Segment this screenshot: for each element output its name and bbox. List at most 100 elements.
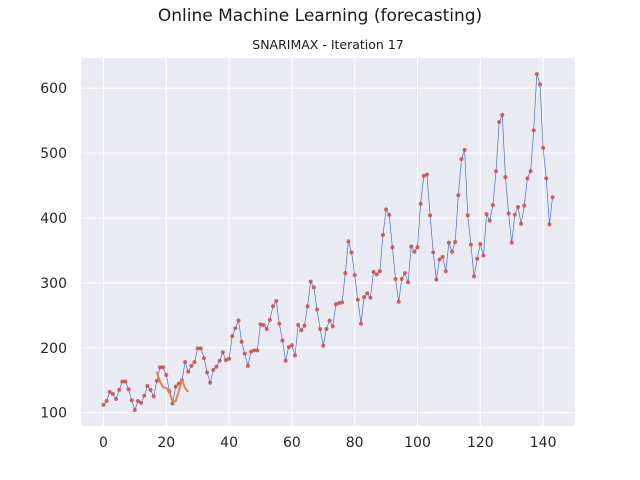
plot-background <box>81 58 575 426</box>
observed-point <box>104 398 109 403</box>
y-tick-label: 500 <box>40 146 67 162</box>
observed-point <box>424 172 429 177</box>
observed-point <box>164 373 169 378</box>
x-tick-label: 0 <box>99 435 108 451</box>
observed-point <box>192 360 197 365</box>
observed-point <box>205 370 210 375</box>
observed-point <box>478 241 483 246</box>
observed-point <box>148 387 153 392</box>
observed-point <box>387 212 392 217</box>
observed-point <box>412 249 417 254</box>
observed-point <box>318 326 323 331</box>
observed-point <box>277 321 282 326</box>
x-tick-label: 120 <box>467 435 494 451</box>
observed-point <box>402 271 407 276</box>
observed-point <box>170 401 175 406</box>
observed-point <box>396 299 401 304</box>
observed-point <box>497 119 502 124</box>
observed-point <box>145 384 150 389</box>
observed-point <box>107 389 112 394</box>
observed-point <box>418 201 423 206</box>
observed-point <box>346 239 351 244</box>
forecast-series-line <box>155 371 189 403</box>
observed-point <box>487 218 492 223</box>
observed-point <box>390 245 395 250</box>
x-tick-label: 20 <box>157 435 175 451</box>
observed-point <box>352 273 357 278</box>
observed-point <box>525 176 530 181</box>
observed-point <box>236 318 241 323</box>
observed-point <box>446 240 451 245</box>
observed-point <box>484 212 489 217</box>
observed-point <box>289 343 294 348</box>
observed-point <box>274 299 279 304</box>
observed-point <box>117 387 122 392</box>
observed-point <box>283 358 288 363</box>
observed-point <box>336 300 341 305</box>
observed-point <box>136 398 140 403</box>
y-tick-label: 400 <box>40 211 67 227</box>
observed-point <box>531 128 536 133</box>
observed-point <box>333 302 338 307</box>
observed-point <box>450 249 455 254</box>
observed-point <box>195 346 200 351</box>
observed-point <box>151 394 156 399</box>
observed-point <box>468 242 473 247</box>
x-tick-label: 140 <box>530 435 557 451</box>
observed-point <box>327 318 332 323</box>
observed-series-points <box>101 71 555 413</box>
observed-point <box>299 328 304 333</box>
observed-point <box>211 367 216 372</box>
observed-point <box>239 339 244 344</box>
observed-point <box>534 71 539 76</box>
x-tick-label: 100 <box>404 435 431 451</box>
observed-point <box>315 307 320 312</box>
observed-point <box>101 402 106 407</box>
observed-point <box>208 380 213 385</box>
observed-point <box>393 276 398 281</box>
observed-point <box>537 82 542 87</box>
observed-point <box>494 169 499 174</box>
observed-point <box>428 213 433 218</box>
observed-point <box>286 345 291 350</box>
observed-point <box>519 221 524 226</box>
observed-point <box>214 364 219 369</box>
x-tick-label: 60 <box>283 435 301 451</box>
observed-point <box>509 240 514 245</box>
observed-point <box>544 176 549 181</box>
observed-point <box>500 112 505 117</box>
observed-point <box>261 323 266 328</box>
observed-point <box>437 257 442 262</box>
x-axis-ticks: 0 20 40 60 80 100 120 140 <box>99 435 556 451</box>
observed-point <box>506 211 511 216</box>
observed-point <box>233 326 238 331</box>
chart-title: SNARIMAX - Iteration 17 <box>252 37 403 52</box>
observed-point <box>311 285 316 290</box>
observed-point <box>456 193 461 198</box>
observed-point <box>443 269 448 274</box>
observed-point <box>541 145 546 150</box>
observed-point <box>522 203 527 208</box>
observed-point <box>186 369 191 374</box>
observed-point <box>380 232 385 237</box>
observed-point <box>132 408 137 413</box>
observed-point <box>459 156 464 161</box>
observed-point <box>343 271 348 276</box>
observed-point <box>296 323 301 328</box>
observed-point <box>252 348 257 353</box>
observed-point <box>302 323 307 328</box>
observed-point <box>512 212 517 217</box>
figure-title: Online Machine Learning (forecasting) <box>157 6 483 26</box>
observed-point <box>201 356 206 361</box>
observed-point <box>371 269 376 274</box>
observed-point <box>453 240 458 244</box>
observed-point <box>255 348 260 353</box>
observed-point <box>242 351 247 356</box>
observed-point <box>349 250 354 255</box>
x-tick-label: 80 <box>346 435 364 451</box>
observed-point <box>490 203 495 208</box>
observed-point <box>126 387 131 392</box>
observed-point <box>157 365 162 370</box>
